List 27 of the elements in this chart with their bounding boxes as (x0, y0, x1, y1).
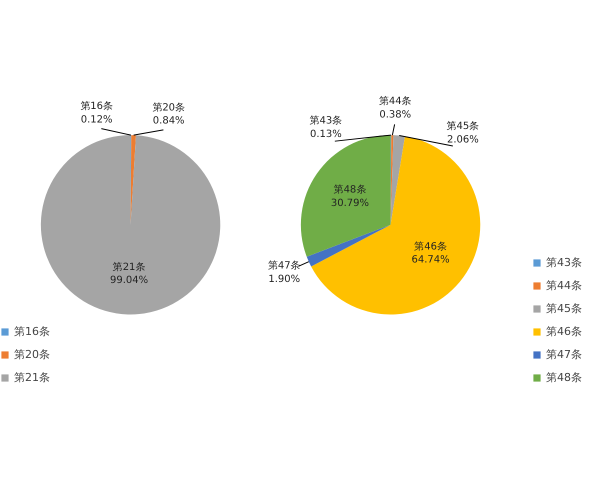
legend-label: 第45条 (546, 301, 582, 316)
legend-label: 第48条 (546, 370, 582, 385)
data-label: 0.38% (379, 109, 412, 120)
legend-label: 第16条 (14, 324, 50, 339)
legend-label: 第43条 (546, 255, 582, 270)
slice-label: 第47条 (268, 260, 301, 272)
legend-label: 第21条 (14, 370, 50, 385)
data-label: 0.12% (80, 114, 113, 126)
data-label: 1.90% (268, 274, 300, 285)
data-label: 0.13% (310, 128, 342, 140)
data-label: 0.84% (152, 116, 185, 127)
legend-label: 第47条 (546, 347, 582, 362)
slice-label: 第45条 (446, 120, 480, 132)
slice-label: 第48条 (334, 184, 366, 196)
data-label: 99.04% (110, 275, 148, 286)
slice-label: 第21条 (112, 261, 146, 274)
slice-label: 第44条 (378, 95, 412, 108)
slice-label: 第20条 (152, 101, 186, 114)
legend-label: 第20条 (14, 347, 50, 362)
slice-label: 第43条 (310, 114, 342, 127)
data-label: 64.74% (412, 254, 450, 266)
data-label: 30.79% (330, 198, 370, 209)
data-label: 2.06% (446, 134, 479, 146)
legend-label: 第46条 (546, 324, 582, 339)
legend-label: 第44条 (546, 278, 582, 293)
slice-label: 第46条 (414, 240, 447, 253)
slice-label: 第16条 (80, 100, 113, 112)
